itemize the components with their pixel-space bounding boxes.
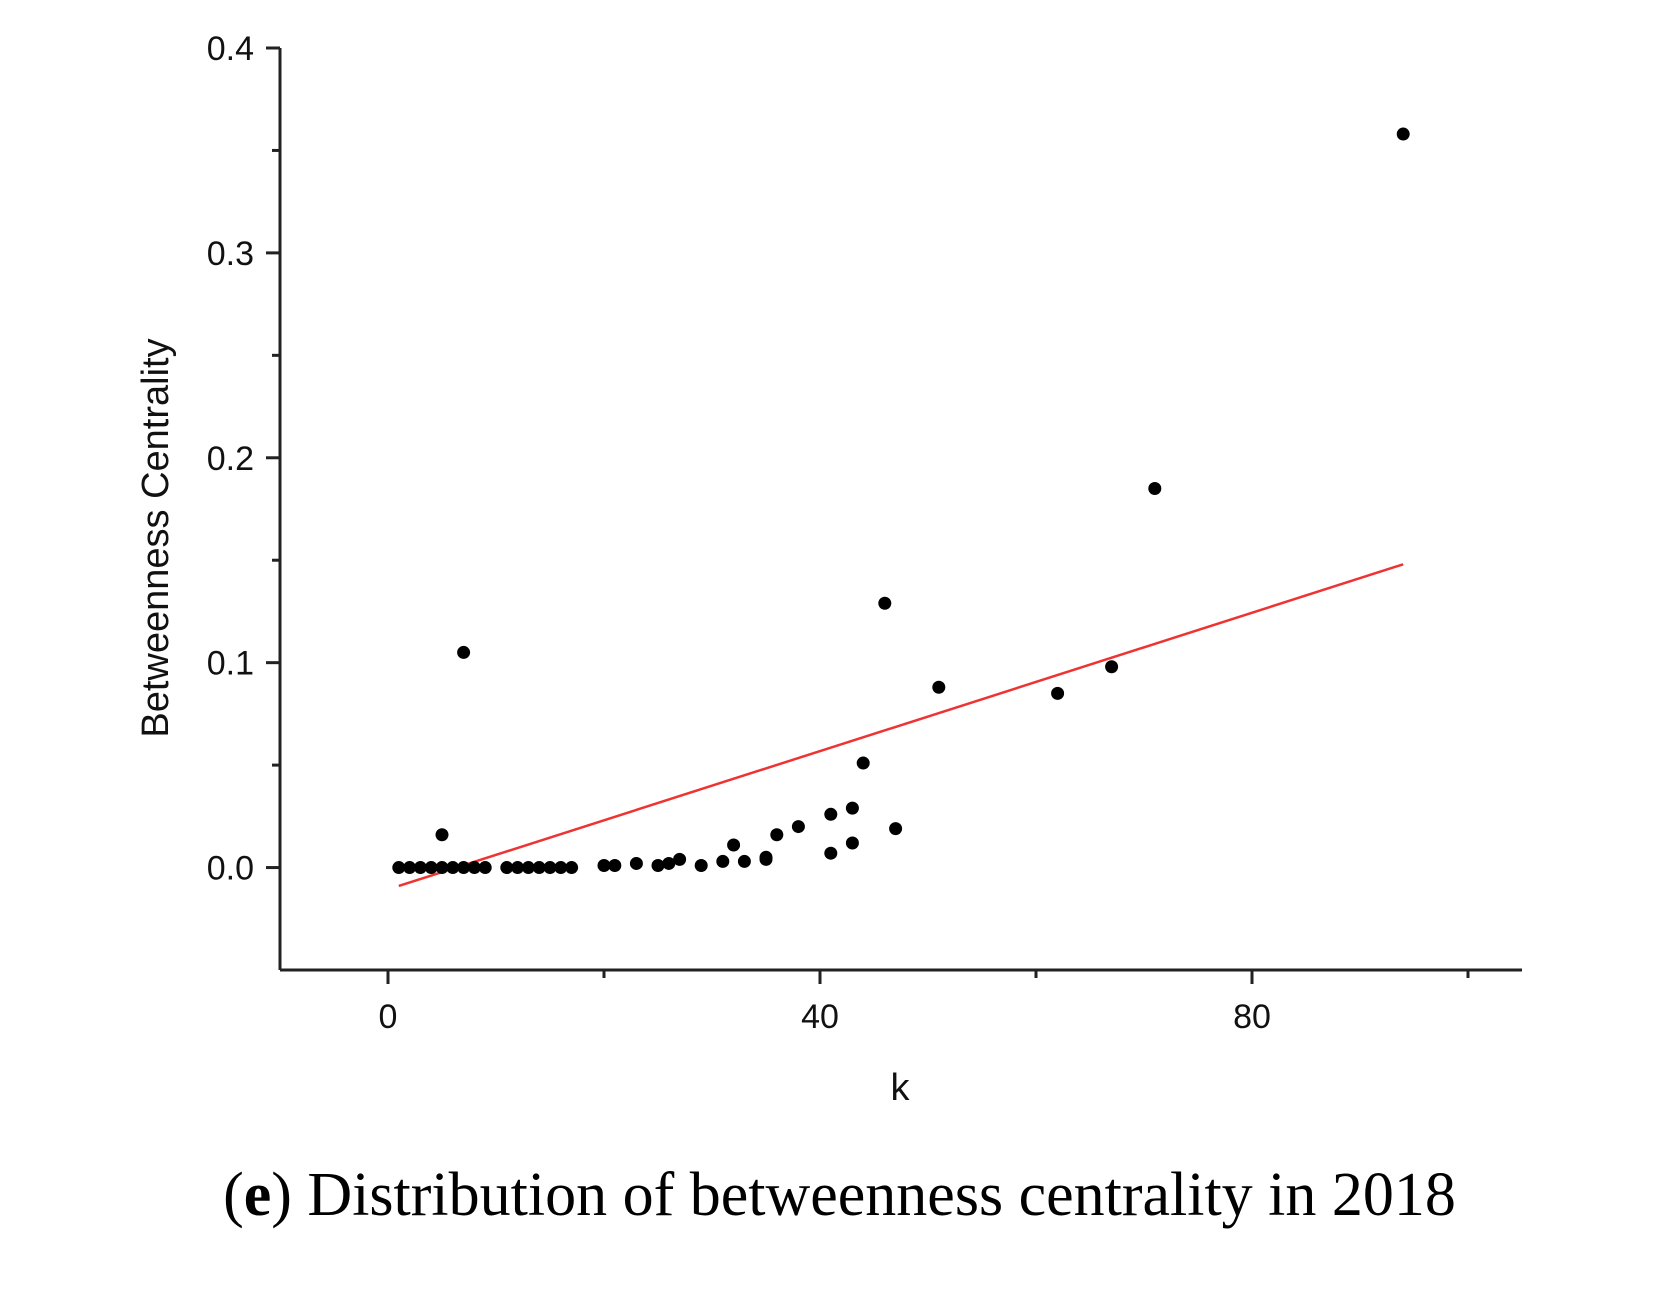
data-point [889, 822, 903, 836]
data-point [457, 645, 471, 659]
data-point [413, 861, 427, 875]
data-point [424, 861, 438, 875]
data-point [673, 852, 687, 866]
data-point [727, 838, 741, 852]
y-tick-label: 0.3 [207, 235, 254, 273]
data-point [392, 861, 406, 875]
data-point [651, 859, 665, 873]
data-point [565, 861, 579, 875]
y-axis-title: Betweenness Centrality [135, 338, 177, 737]
fit-line-layer [398, 563, 1404, 888]
figure-caption: (e) Distribution of betweenness centrali… [223, 1161, 1456, 1229]
y-tick-label: 0.2 [207, 440, 254, 478]
data-point [1396, 127, 1410, 141]
data-point [878, 596, 892, 610]
data-point [478, 861, 492, 875]
data-point [737, 854, 751, 868]
caption-text: Distribution of betweenness centrality i… [307, 1161, 1456, 1229]
data-point [500, 861, 514, 875]
y-tick-label: 0.0 [207, 850, 254, 888]
data-point [932, 680, 946, 694]
data-point [845, 836, 859, 850]
data-point [824, 846, 838, 860]
x-axis-title: k [891, 1067, 911, 1109]
data-point [629, 856, 643, 870]
data-point [1051, 686, 1065, 700]
data-point [716, 854, 730, 868]
data-point [662, 856, 676, 870]
data-point [597, 859, 611, 873]
data-point [608, 859, 622, 873]
x-tick-label: 80 [1233, 998, 1271, 1036]
data-point [845, 801, 859, 815]
data-point [532, 861, 546, 875]
points-layer [392, 127, 1410, 875]
data-point [1148, 482, 1162, 496]
data-point [467, 861, 481, 875]
data-point [1105, 660, 1119, 674]
data-point [543, 861, 557, 875]
data-point [435, 828, 449, 842]
data-point [856, 756, 870, 770]
y-ticks: 0.0 0.1 0.2 0.3 0.4 [207, 30, 280, 888]
data-point [521, 861, 535, 875]
x-tick-label: 40 [801, 998, 839, 1036]
y-tick-label: 0.1 [207, 645, 254, 683]
data-point [759, 850, 773, 864]
fit-line [398, 563, 1404, 888]
data-point [824, 807, 838, 821]
data-point [457, 861, 471, 875]
data-point [435, 861, 449, 875]
data-point [403, 861, 417, 875]
caption-label: e [243, 1161, 272, 1229]
axes [278, 48, 1522, 972]
x-tick-label: 0 [379, 998, 398, 1036]
data-point [694, 859, 708, 873]
data-point [446, 861, 460, 875]
data-point [554, 861, 568, 875]
data-point [791, 820, 805, 834]
x-ticks: 0 40 80 [379, 970, 1470, 1036]
data-point [511, 861, 525, 875]
data-point [770, 828, 784, 842]
y-tick-label: 0.4 [207, 30, 254, 68]
